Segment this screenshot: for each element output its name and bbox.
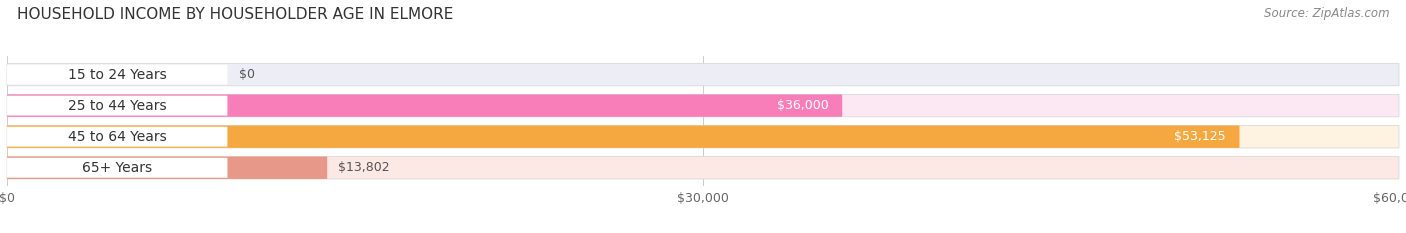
FancyBboxPatch shape	[7, 96, 228, 116]
Text: $0: $0	[239, 68, 254, 81]
Text: $36,000: $36,000	[776, 99, 828, 112]
FancyBboxPatch shape	[7, 94, 842, 117]
Text: 25 to 44 Years: 25 to 44 Years	[67, 99, 166, 113]
Text: HOUSEHOLD INCOME BY HOUSEHOLDER AGE IN ELMORE: HOUSEHOLD INCOME BY HOUSEHOLDER AGE IN E…	[17, 7, 453, 22]
FancyBboxPatch shape	[7, 94, 1399, 117]
FancyBboxPatch shape	[7, 126, 1399, 148]
FancyBboxPatch shape	[7, 157, 1399, 179]
Text: $13,802: $13,802	[339, 161, 389, 174]
FancyBboxPatch shape	[7, 127, 228, 147]
FancyBboxPatch shape	[7, 65, 228, 85]
Text: Source: ZipAtlas.com: Source: ZipAtlas.com	[1264, 7, 1389, 20]
Text: 65+ Years: 65+ Years	[82, 161, 152, 175]
Text: $53,125: $53,125	[1174, 130, 1226, 143]
FancyBboxPatch shape	[7, 158, 228, 178]
FancyBboxPatch shape	[7, 126, 1240, 148]
FancyBboxPatch shape	[7, 157, 328, 179]
Text: 15 to 24 Years: 15 to 24 Years	[67, 68, 166, 82]
FancyBboxPatch shape	[7, 63, 1399, 86]
Text: 45 to 64 Years: 45 to 64 Years	[67, 130, 166, 144]
